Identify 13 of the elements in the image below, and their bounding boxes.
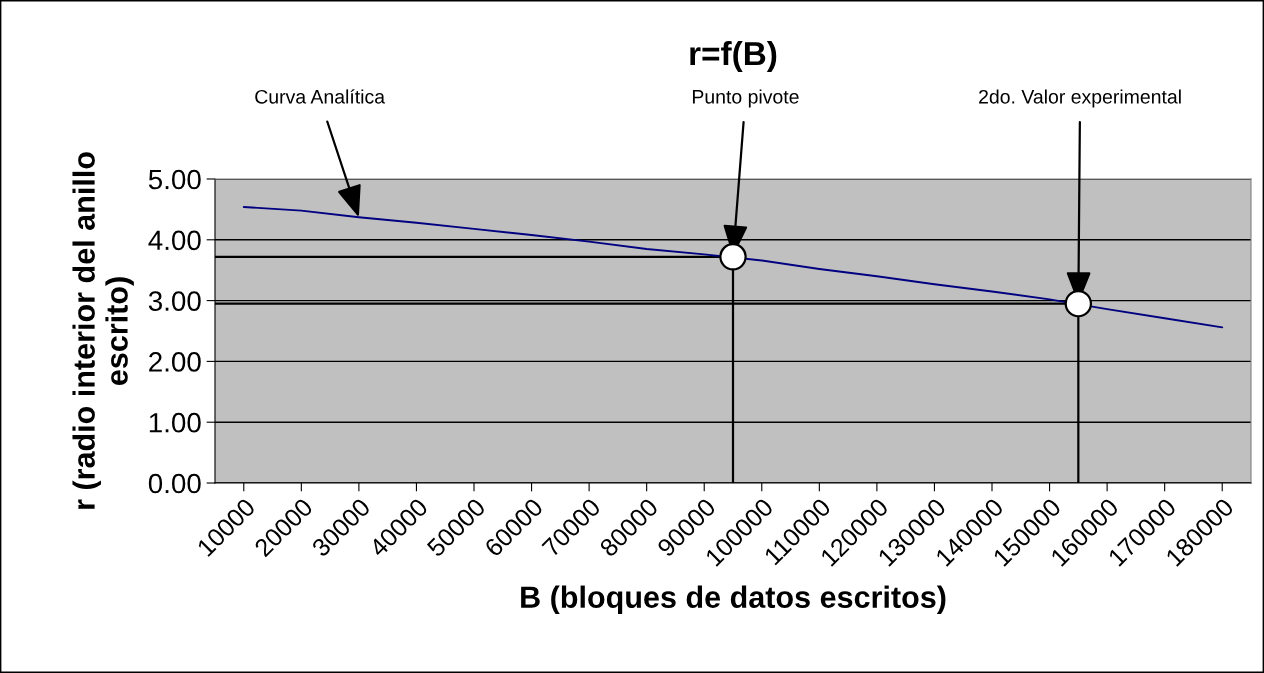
chart-title: r=f(B) xyxy=(690,40,777,73)
y-tick-label: 3.00 xyxy=(148,291,201,311)
annotation: 2do. Valor experimental xyxy=(979,89,1181,108)
y-tick-label: 2.00 xyxy=(149,352,201,372)
y-tick-label: 0.00 xyxy=(148,473,201,494)
y-tick-label: 5.00 xyxy=(148,169,201,190)
y-tick-label: 1.00 xyxy=(149,412,201,433)
y-axis-title: r (radio interior del anillo escrito) xyxy=(72,152,134,509)
line-series xyxy=(242,206,1224,329)
y-tick-label: 4.00 xyxy=(148,230,201,251)
x-axis-title: B (bloques de datos escritos) xyxy=(521,585,946,615)
annotation: Punto pivote xyxy=(692,89,799,108)
annotation: Curva Analítica xyxy=(255,89,386,104)
